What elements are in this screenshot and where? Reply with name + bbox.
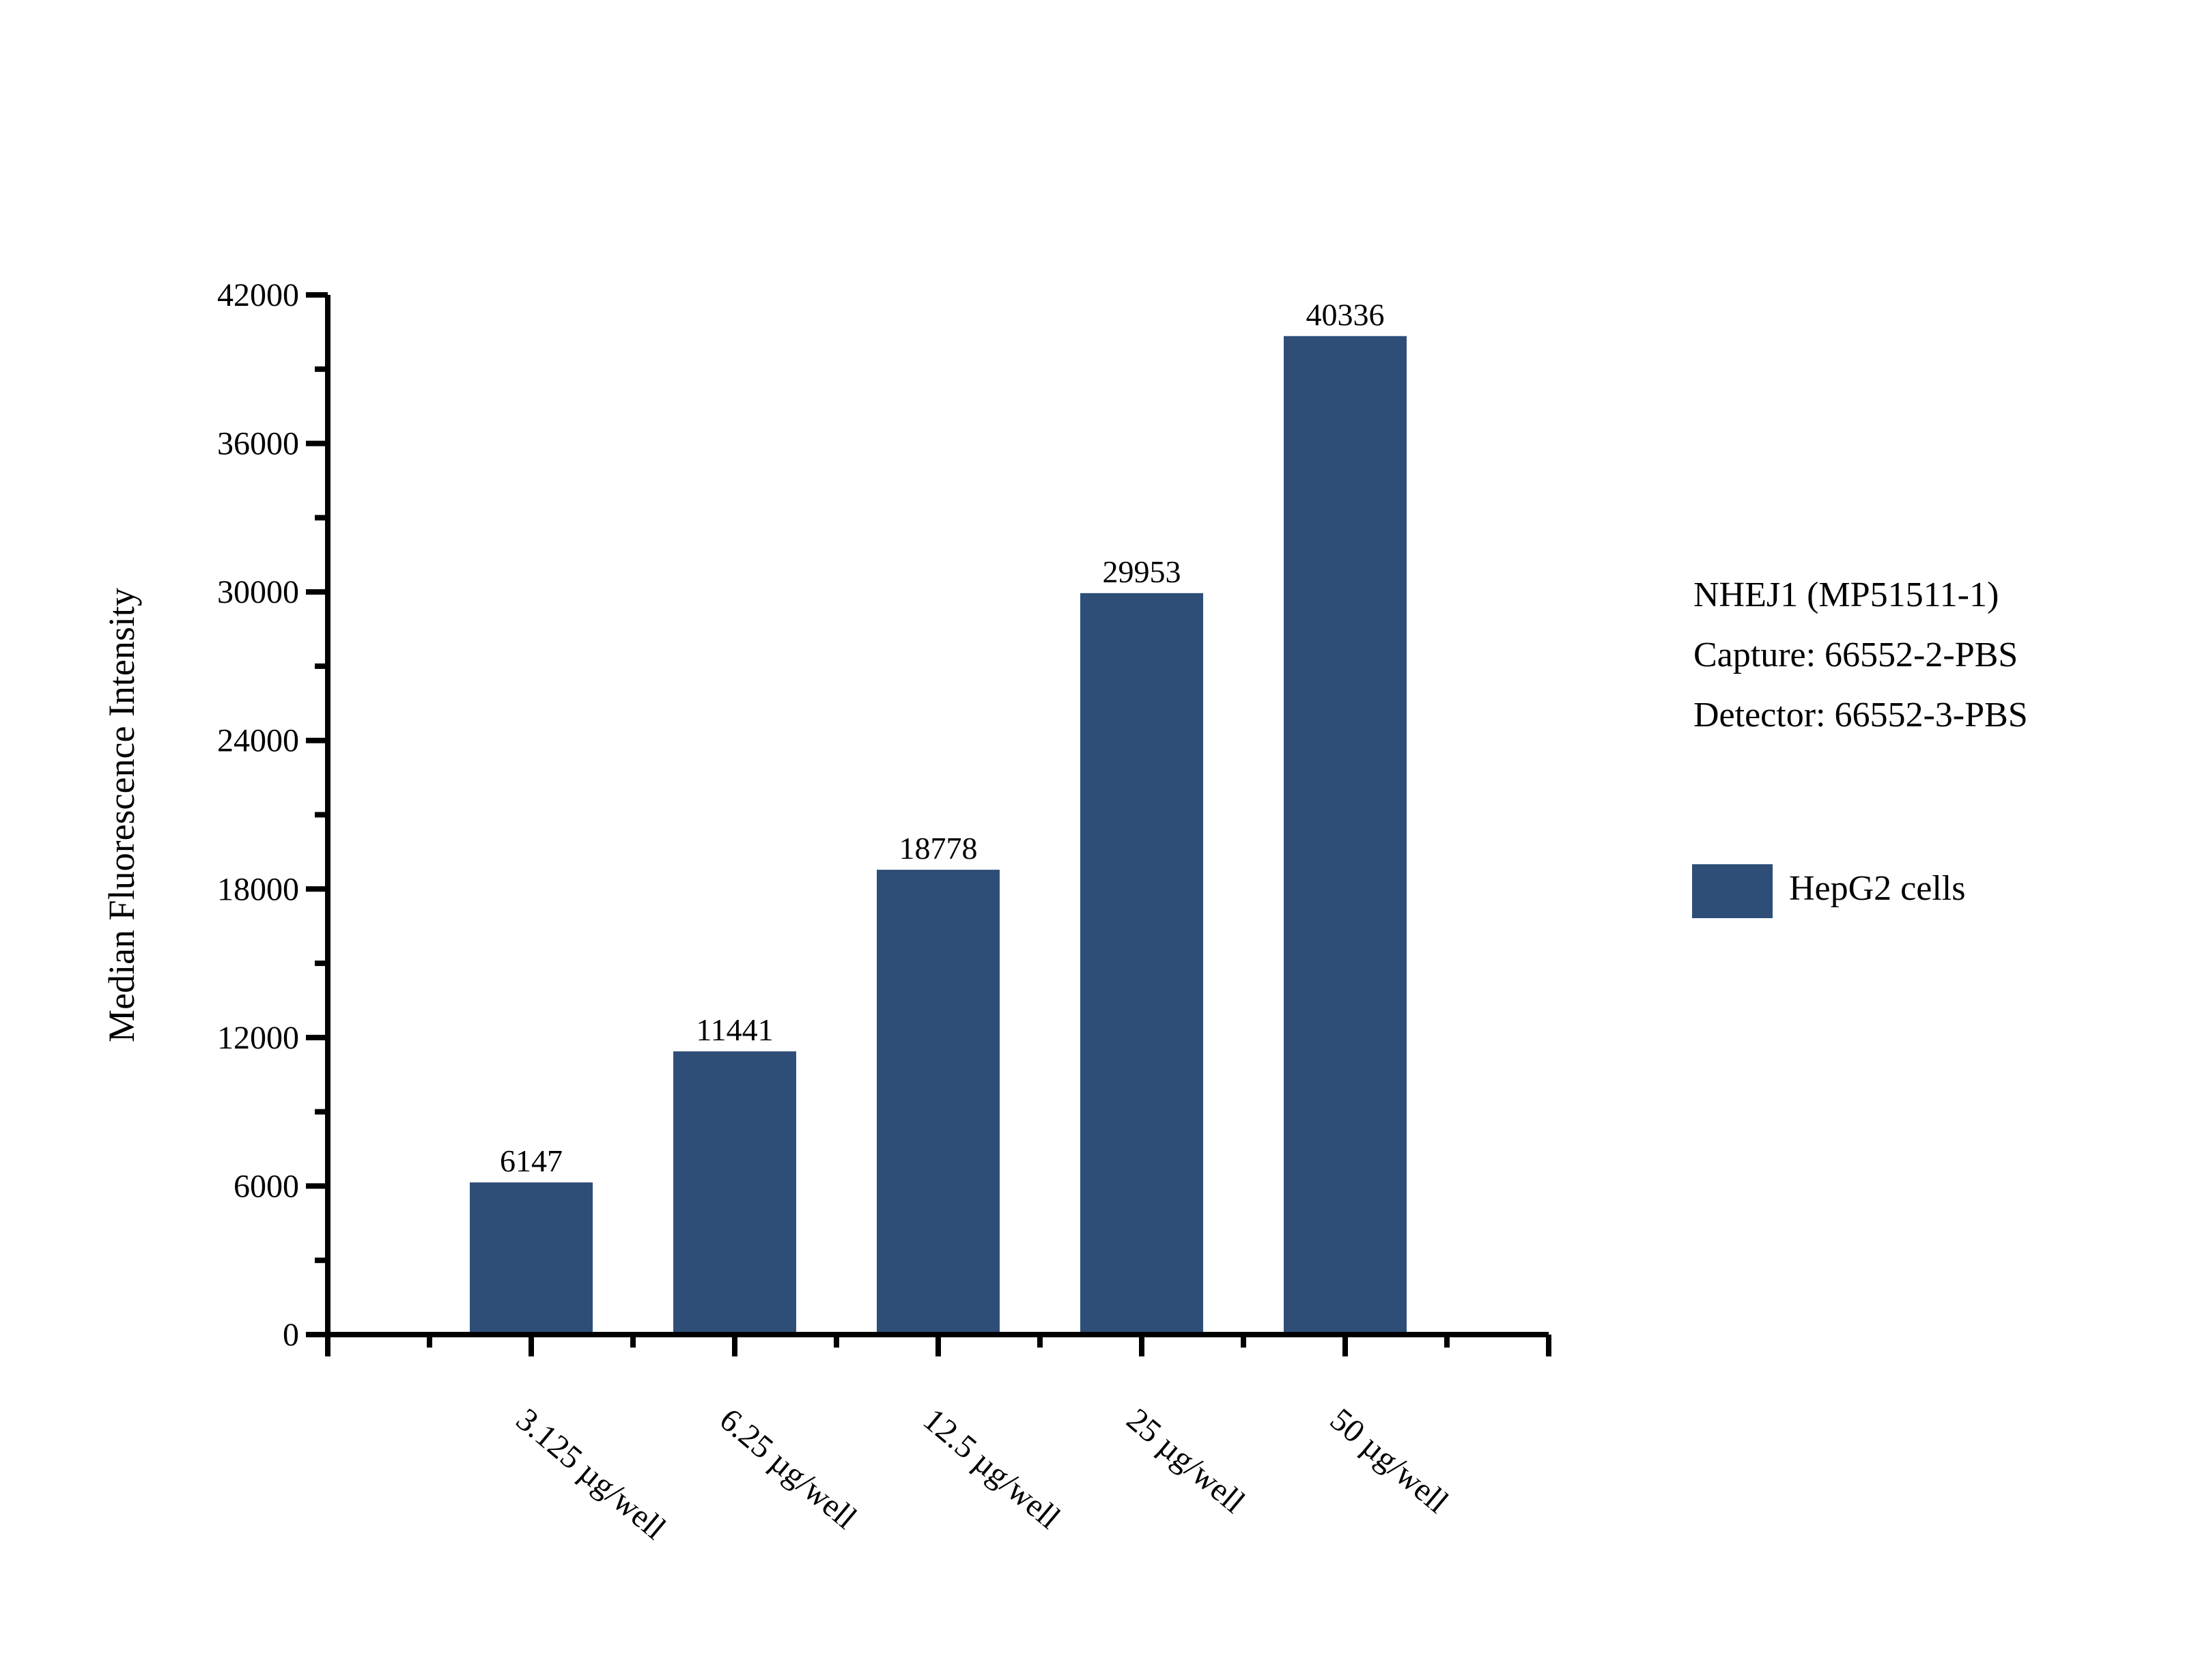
y-axis-title: Median Fluorescence Intensity [101,588,142,1042]
y-tick-label-0: 0 [283,1317,299,1353]
axes-and-ticks [306,292,1551,1356]
x-category-labels-group: 3.125 µg/well 6.25 µg/well 12.5 µg/well 25 … [509,1401,1455,1547]
y-tick-label-42000: 42000 [217,277,299,313]
y-tick-label-6000: 6000 [234,1168,299,1204]
bar-value-label: 18778 [899,831,978,866]
x-category-label: 6.25 µg/well [713,1401,864,1536]
axes-group [306,292,1551,1356]
y-tick-label-30000: 30000 [217,574,299,610]
annotation-line-2: Capture: 66552-2-PBS [1693,636,2018,674]
x-category-label: 12.5 µg/well [916,1401,1067,1536]
bar-3.125 µg/well [470,1182,593,1335]
bars-group [470,336,1407,1335]
y-tick-label-24000: 24000 [217,723,299,759]
bar-value-label: 40336 [1306,297,1385,332]
y-tick-labels-group: 0 6000 12000 18000 24000 30000 36000 42000 [217,277,299,1353]
bar-50 µg/well [1284,336,1407,1335]
legend-label: HepG2 cells [1789,869,1965,908]
x-category-label: 25 µg/well [1120,1401,1252,1520]
bar-value-label: 29953 [1103,554,1181,589]
bar-value-label: 6147 [500,1143,563,1178]
bar-12.5 µg/well [877,870,1000,1335]
annotation-line-1: NHEJ1 (MP51511-1) [1693,575,1999,614]
bar-6.25 µg/well [673,1051,796,1335]
x-category-label: 50 µg/well [1323,1401,1455,1520]
bar-25 µg/well [1080,593,1203,1335]
legend-swatch [1692,864,1773,918]
y-tick-label-12000: 12000 [217,1020,299,1056]
bar-value-label: 11441 [696,1012,773,1047]
annotation-line-3: Detector: 66552-3-PBS [1693,696,2028,735]
y-tick-label-36000: 36000 [217,426,299,462]
y-tick-label-18000: 18000 [217,871,299,907]
value-labels-group: 6147 11441 18778 29953 40336 [500,297,1385,1178]
x-category-label: 3.125 µg/well [509,1401,673,1547]
